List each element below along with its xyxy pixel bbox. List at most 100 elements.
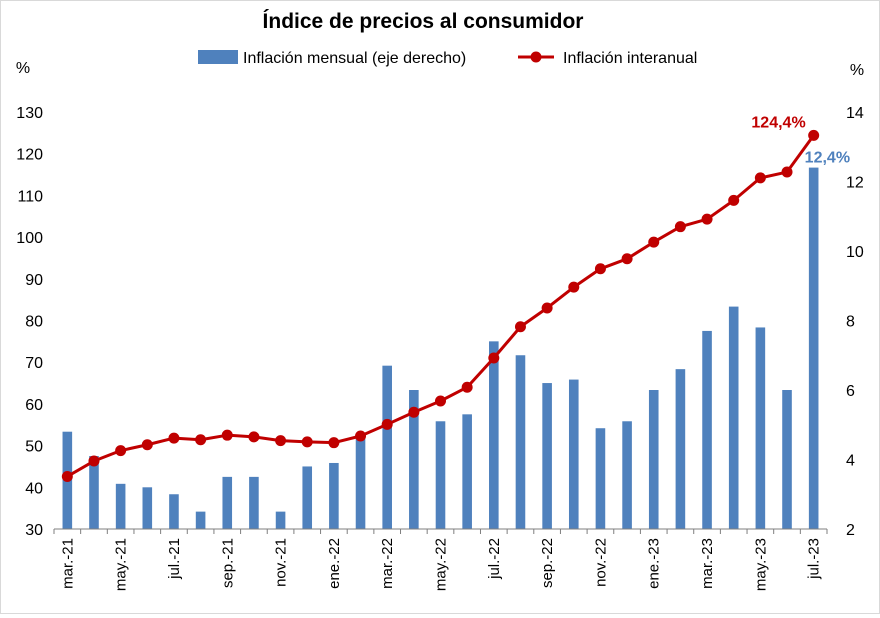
line-point [461, 381, 473, 393]
bar [568, 379, 579, 529]
bar [648, 390, 659, 529]
line-point [408, 406, 420, 418]
bar [89, 456, 99, 529]
line-point [568, 281, 580, 293]
line-point [141, 439, 153, 451]
line-point [248, 431, 260, 443]
line-point [514, 321, 526, 333]
bar [169, 494, 179, 529]
x-axis: mar.-21 may.-21 jul.-21 sep.-21 nov.-21 ene.-… [53, 529, 828, 591]
bar [355, 435, 366, 529]
legend-bar-label: Inflación mensual (eje derecho) [243, 50, 466, 67]
bar [728, 306, 739, 529]
y-left-tick-label: 110 [17, 188, 43, 205]
bar [489, 341, 499, 529]
y-right-tick-label: 14 [846, 105, 864, 122]
bar [302, 466, 313, 529]
x-tick-label: jul.-23 [806, 538, 823, 580]
y-left-tick-label: 50 [25, 439, 43, 456]
line-point [301, 436, 313, 448]
x-tick-label: mar.-22 [379, 538, 396, 589]
annual-line [61, 129, 820, 482]
y-left-tick-label: 100 [16, 230, 43, 247]
line-last-value-label: 124,4% [751, 114, 805, 131]
y-left-tick-label: 60 [25, 397, 43, 414]
y-left-tick-label: 120 [16, 147, 43, 164]
line-point [808, 129, 820, 141]
line-point [435, 395, 446, 407]
y-right-tick-label: 2 [846, 522, 855, 539]
x-tick-label: may.-22 [433, 538, 450, 591]
y-left-unit-label: % [16, 60, 30, 77]
bar [195, 511, 206, 529]
bar [329, 462, 339, 529]
bar [622, 421, 632, 529]
y-right-tick-label: 8 [846, 314, 855, 331]
line-point [381, 418, 393, 430]
x-tick-label: sep.-21 [219, 538, 236, 588]
y-right-axis: 2 4 6 8 10 12 14 [846, 105, 864, 539]
bar [249, 476, 259, 529]
x-tick-label: may.-23 [752, 538, 769, 591]
bar [409, 390, 419, 529]
x-tick-label: jul.-22 [486, 538, 503, 580]
legend-line-marker [530, 51, 542, 63]
bar [382, 365, 392, 529]
line-point [781, 166, 793, 178]
y-left-tick-label: 80 [25, 314, 43, 331]
x-tick-label: ene.-23 [646, 538, 663, 589]
x-tick-label: nov.-22 [592, 538, 609, 587]
bar [808, 167, 819, 529]
legend: Inflación mensual (eje derecho) Inflació… [198, 50, 697, 67]
y-right-tick-label: 12 [846, 175, 864, 192]
line-point [275, 435, 287, 447]
x-tick-label: may.-21 [113, 538, 130, 591]
y-left-tick-label: 90 [25, 272, 43, 289]
x-tick-label: sep.-22 [539, 538, 556, 588]
x-tick-label: jul.-21 [166, 538, 183, 580]
bar [702, 330, 712, 529]
y-right-tick-label: 10 [846, 244, 864, 261]
line-point [488, 352, 500, 364]
y-right-tick-label: 6 [846, 383, 855, 400]
bar [542, 383, 552, 529]
x-tick-label: nov.-21 [273, 538, 290, 587]
monthly-bars [62, 167, 819, 529]
line-point [701, 213, 713, 225]
chart-title: Índice de precios al consumidor [263, 10, 584, 33]
annotations: 124,4% 12,4% [751, 114, 850, 166]
line-point [195, 434, 207, 446]
line-point [621, 253, 633, 265]
bar [462, 414, 472, 529]
line-point [674, 221, 686, 233]
y-left-tick-label: 70 [25, 355, 43, 372]
bar [755, 327, 766, 529]
bar [115, 483, 126, 529]
bar-last-value-label: 12,4% [805, 150, 850, 167]
line-point [168, 432, 180, 444]
bar [595, 428, 606, 529]
line-point [355, 430, 367, 442]
legend-bar-swatch [198, 50, 238, 64]
line-point [88, 455, 100, 467]
line-point [648, 236, 660, 248]
legend-line-label: Inflación interanual [563, 50, 697, 67]
bar [515, 355, 526, 529]
y-left-axis: 30 40 50 60 70 80 90 100 110 120 130 [16, 105, 43, 539]
line-point [115, 445, 127, 457]
y-left-tick-label: 130 [16, 105, 43, 122]
line-point [61, 470, 73, 482]
bar [222, 476, 233, 529]
bar [675, 369, 686, 529]
bar [782, 390, 792, 529]
y-left-tick-label: 30 [25, 522, 43, 539]
line-point [328, 437, 340, 449]
line-point [754, 172, 766, 184]
y-right-tick-label: 4 [846, 453, 855, 470]
y-right-unit-label: % [850, 62, 864, 79]
line-point [594, 263, 606, 275]
y-left-tick-label: 40 [25, 480, 43, 497]
bar [142, 487, 153, 529]
